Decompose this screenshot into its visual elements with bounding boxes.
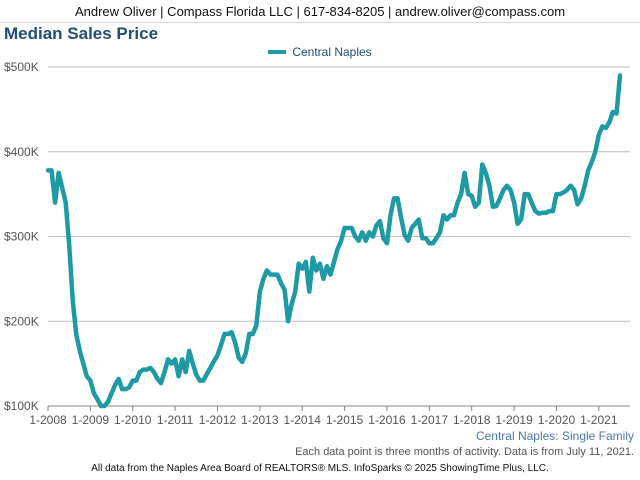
- legend-label: Central Naples: [292, 45, 372, 59]
- x-tick-label: 1-2013: [241, 413, 279, 427]
- data-note: Each data point is three months of activ…: [295, 446, 634, 458]
- x-tick-label: 1-2011: [157, 413, 194, 427]
- y-tick-label: $200K: [4, 314, 39, 328]
- x-tick-label: 1-2010: [114, 413, 152, 427]
- x-tick-label: 1-2018: [453, 413, 491, 427]
- chart-title: Median Sales Price: [4, 24, 159, 43]
- x-tick-label: 1-2012: [199, 413, 237, 427]
- grid-layer: [48, 66, 630, 407]
- x-tick-label: 1-2020: [538, 413, 576, 427]
- y-tick-label: $300K: [4, 230, 39, 244]
- chart-legend: Central Naples: [0, 45, 640, 59]
- series-layer: [45, 73, 623, 409]
- y-tick-label: $500K: [4, 60, 39, 74]
- contact-text: Andrew Oliver | Compass Florida LLC | 61…: [74, 3, 566, 19]
- x-tick-label: 1-2019: [495, 413, 533, 427]
- contact-header: Andrew Oliver | Compass Florida LLC | 61…: [0, 0, 640, 23]
- y-tick-label: $400K: [4, 145, 39, 159]
- legend-swatch: [268, 50, 287, 54]
- x-tick-label: 1-2014: [284, 413, 322, 427]
- x-tick-label: 1-2021: [580, 413, 618, 427]
- y-tick-label: $100K: [4, 399, 39, 413]
- x-tick-label: 1-2009: [72, 413, 110, 427]
- x-tick-label: 1-2016: [368, 413, 406, 427]
- x-tick-label: 1-2008: [29, 413, 67, 427]
- series-line-central-naples: [45, 73, 623, 409]
- x-tick-label: 1-2017: [411, 413, 449, 427]
- axis-layer: $100K $200K $300K $400K $500K 1-2008 1-2009 1-2…: [4, 60, 630, 427]
- x-tick-label: 1-2015: [326, 413, 364, 427]
- region-label: Central Naples: Single Family: [475, 429, 634, 443]
- copyright-text: All data from the Naples Area Board of R…: [91, 463, 549, 474]
